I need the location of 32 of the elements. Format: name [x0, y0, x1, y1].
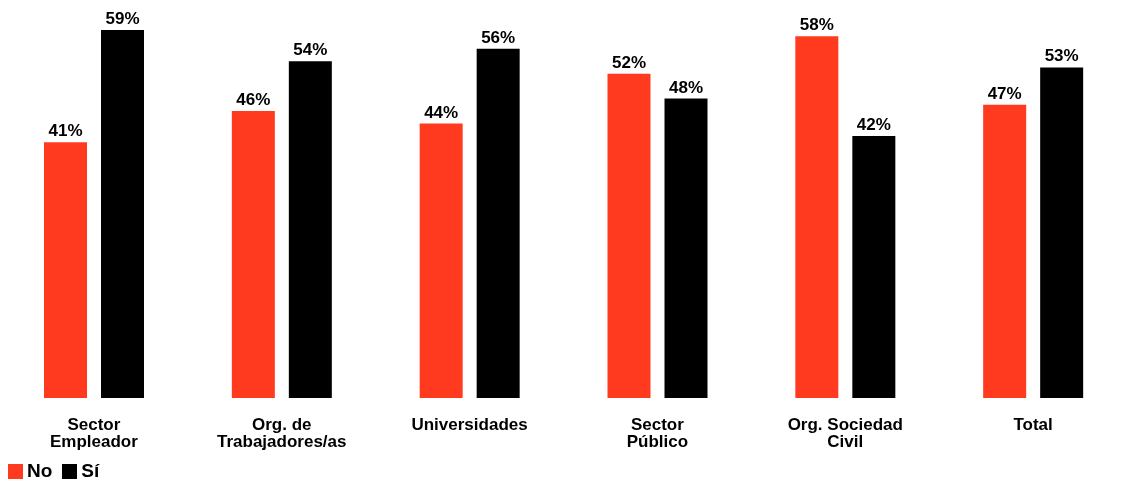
data-label: 44%: [424, 102, 459, 122]
data-label: 42%: [856, 115, 891, 135]
data-label: 56%: [481, 27, 516, 47]
data-label: 47%: [987, 83, 1022, 103]
data-label: 54%: [293, 40, 328, 60]
data-label: 48%: [668, 77, 704, 97]
x-tick-label: Org. de Trabajadores/as: [217, 415, 347, 451]
legend-label: No: [27, 460, 53, 481]
bar: [476, 48, 520, 398]
x-tick-label: Sector Público: [626, 415, 689, 451]
x-tick-label: Org. Sociedad Civil: [787, 415, 903, 451]
bar: [795, 36, 839, 398]
bar: [1040, 67, 1084, 398]
x-tick-label: Total: [1013, 415, 1053, 434]
bar: [101, 30, 144, 398]
data-label: 52%: [611, 52, 647, 72]
bar: [852, 136, 896, 398]
legend-label: Sí: [81, 460, 100, 481]
bar: [983, 104, 1027, 398]
data-label: 53%: [1044, 46, 1079, 66]
bar: [231, 111, 275, 398]
bar: [419, 123, 463, 398]
bar: [288, 61, 332, 398]
data-label: 58%: [799, 15, 834, 35]
x-tick-label: Universidades: [411, 415, 528, 434]
data-label: 59%: [105, 9, 140, 28]
bar: [607, 73, 651, 398]
data-label: 41%: [48, 121, 83, 141]
x-tick-label: Sector Empleador: [49, 415, 139, 451]
data-label: 46%: [236, 90, 271, 110]
bar: [664, 98, 708, 398]
bar: [44, 142, 87, 398]
